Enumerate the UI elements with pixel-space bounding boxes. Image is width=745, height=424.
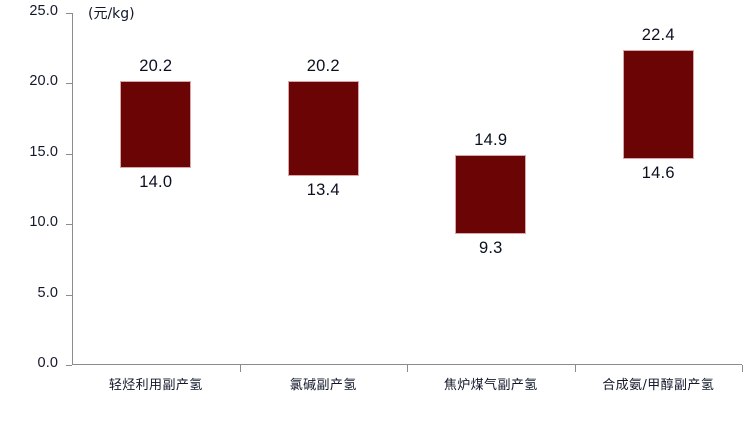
x-axis-category-label: 焦炉煤气副产氢 [443, 378, 538, 393]
x-axis-tick [742, 365, 743, 372]
x-axis-category-label: 轻烃利用副产氢 [108, 378, 203, 393]
y-axis-tick [66, 224, 72, 226]
bar-low-value-label: 9.3 [478, 239, 503, 258]
y-axis-tick-label: 15.0 [29, 143, 58, 160]
bar-high-value-label: 14.9 [474, 131, 508, 150]
y-axis-tick-label: 0.0 [37, 355, 58, 371]
y-axis-tick [66, 153, 72, 155]
x-axis-tick [574, 365, 576, 372]
bar-high-value-label: 22.4 [641, 25, 675, 44]
y-axis-tick-label: 5.0 [37, 284, 58, 301]
bar-2[interactable] [287, 80, 359, 177]
bar-low-value-label: 14.6 [641, 164, 675, 183]
x-axis-category-label: 合成氨/甲醇副产氢 [602, 378, 715, 393]
y-axis-tick [66, 294, 72, 296]
y-axis-tick-label: 10.0 [29, 214, 58, 231]
x-axis-category-label: 氯碱副产氢 [289, 378, 357, 393]
y-axis-tick [66, 13, 72, 14]
y-axis-unit-label: (元/kg) [88, 6, 135, 22]
y-axis-tick [66, 365, 72, 366]
bar-3[interactable] [455, 155, 527, 235]
bar-4[interactable] [622, 49, 694, 160]
y-axis-tick [66, 83, 72, 85]
x-axis-tick [239, 365, 241, 372]
bar-low-value-label: 14.0 [139, 172, 173, 191]
plot-area [72, 13, 742, 365]
bar-high-value-label: 20.2 [139, 56, 173, 75]
bar-high-value-label: 20.2 [306, 56, 340, 75]
bar-1[interactable] [120, 80, 192, 168]
y-axis-tick-label: 25.0 [29, 3, 58, 19]
y-axis-tick-label: 20.0 [29, 73, 58, 90]
bar-low-value-label: 13.4 [306, 181, 340, 200]
x-axis-tick [407, 365, 408, 372]
